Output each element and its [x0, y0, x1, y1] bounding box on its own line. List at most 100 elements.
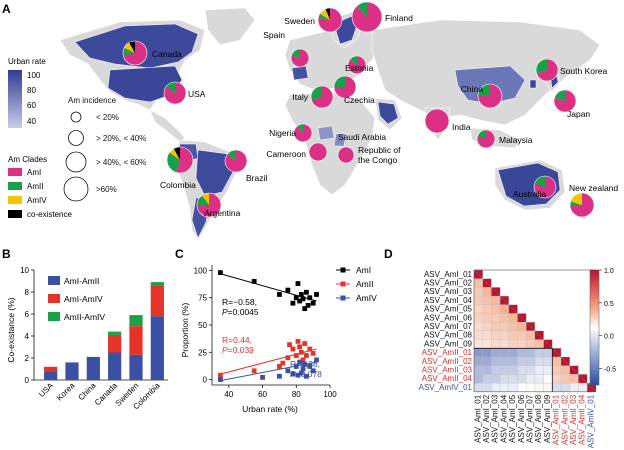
heatmap-row-label-4: ASV_AmI_05: [424, 305, 473, 314]
heatmap-cell-6-2: [491, 322, 501, 332]
panel-b-ylabel: Co-existance (%): [6, 297, 16, 362]
pie-slice-malaysia-amii: [477, 130, 486, 139]
heatmap-cell-12-4: [508, 374, 518, 384]
panel-c-point-amii-5: [287, 342, 292, 348]
pie-slice-sweden-amii: [318, 13, 330, 20]
heatmap-cell-12-2: [491, 374, 501, 384]
heatmap-cell-13-4: [508, 382, 518, 392]
heatmap-cell-6-0: [473, 322, 483, 332]
heatmap-cell-13-12: [578, 382, 588, 392]
pie-new-zealand: [569, 192, 595, 218]
pie-nigeria: [293, 123, 313, 143]
panel-c-point-amii-8: [295, 338, 301, 344]
pie-slice-brazil-amii: [227, 150, 236, 161]
pie-slice-india-ami: [425, 109, 449, 133]
heatmap-col-label-3: ASV_AmI_04: [499, 394, 508, 443]
heatmap-col-label-9: ASV_AmII_01: [552, 394, 561, 445]
colorbar-tick-label-0-5: -0.5: [604, 367, 616, 374]
heatmap-cell-12-8: [543, 374, 553, 384]
panel-c-ytick-label-25: 25: [198, 348, 207, 357]
heatmap-cell-13-0: [473, 382, 483, 392]
heatmap-cell-4-2: [491, 304, 501, 314]
country-label-czechia: Czechia: [344, 95, 375, 105]
heatmap-cell-11-3: [499, 365, 509, 375]
panel-b-xtick-label-usa: USA: [37, 381, 55, 399]
heatmap-cell-10-9: [552, 356, 562, 366]
pie-canada: [122, 40, 148, 66]
panel-d-heatmap: D ASV_AmI_01ASV_AmI_01ASV_AmI_02ASV_AmI_…: [384, 247, 616, 448]
country-label-republic-of-the-congo: Republic of the Congo: [358, 145, 401, 165]
clade-pies: [122, 1, 595, 218]
heatmap-cell-7-0: [473, 330, 483, 340]
panel-c-point-ami-12: [305, 302, 311, 308]
bar-canada-ami-amii: [108, 352, 122, 380]
panel-c-point-ami-3: [285, 287, 291, 293]
pie-slice-italy-amii: [311, 86, 322, 101]
heatmap-col-label-8: ASV_AmI_09: [543, 394, 552, 443]
heatmap-cell-11-9: [552, 365, 562, 375]
colorbar-ticks: 1.0 0.5 0.0 -0.5: [599, 268, 616, 374]
bar-sweden-ami-amii: [129, 354, 143, 380]
panel-c-stat-amii-r: R=0.44,: [222, 335, 252, 345]
pie-outline-india: [424, 108, 450, 134]
panel-b-legend: AmI-AmII AmI-AmIV AmII-AmIV: [48, 276, 105, 322]
heatmap-col-label-0: ASV_AmI_01: [473, 394, 482, 443]
pie-slice-canada-co-existence: [129, 41, 135, 53]
pie-outline-brazil: [224, 149, 248, 173]
pie-argentina: [196, 192, 222, 218]
pie-slice-australia-amii: [534, 176, 545, 187]
panel-c-legend-label-amii: AmII: [356, 279, 373, 289]
heatmap-cell-9-2: [491, 348, 501, 358]
heatmap-cell-13-11: [569, 382, 579, 392]
bar-colombia-ami-amii: [150, 316, 164, 380]
heatmap-cell-8-6: [526, 339, 536, 349]
panel-c-point-amii-0: [218, 372, 223, 378]
panel-c-stat-amiv-r: R=0.38,: [290, 359, 320, 369]
panel-c-point-amiv-2: [277, 373, 282, 379]
heatmap-diagonal: [473, 269, 596, 392]
pie-cameroon: [308, 142, 328, 162]
heatmap-row-label-7: ASV_AmI_08: [424, 331, 473, 340]
pie-spain: [290, 48, 310, 68]
heatmap-cell-13-3: [499, 382, 509, 392]
pie-japan: [553, 89, 577, 113]
pie-outline-australia: [533, 175, 557, 199]
incidence-legend-title: Am incidence: [68, 96, 117, 105]
panel-c-point-amii-7: [293, 353, 299, 358]
panel-c-point-amiv-12: [307, 364, 313, 369]
incidence-circle-3: [65, 151, 87, 173]
panel-c-point-ami-0: [218, 270, 223, 276]
panel-c-point-ami-5: [293, 295, 299, 301]
pie-slice-nigeria-amii: [297, 124, 303, 133]
pie-outline-colombia: [166, 146, 194, 174]
urban-rate-legend: Urban rate 100 80 60 40: [8, 57, 46, 128]
panel-c-point-amiv-14: [314, 357, 319, 363]
panel-c-stat-amiv-p: P=0.078: [290, 369, 322, 379]
bar-canada-amii-amiv: [108, 331, 122, 335]
pie-slice-sweden-co-existence: [325, 8, 330, 20]
panel-c-xtick-label-100: 100: [323, 390, 337, 399]
heatmap-cell-9-5: [517, 348, 527, 358]
heatmap-cell-2-1: [482, 287, 492, 297]
bar-china-ami-amii: [86, 356, 100, 380]
panel-c-ytick-label-100: 100: [194, 266, 208, 275]
heatmap-col-label-6: ASV_AmI_07: [525, 394, 534, 443]
panel-c-legend: AmI AmII AmIV: [336, 265, 377, 303]
pie-slice-new-zealand-amiv: [570, 193, 582, 205]
panel-c-point-ami-4: [290, 300, 296, 306]
panel-b-letter: B: [2, 247, 11, 261]
panel-c-point-amiv-7: [297, 359, 303, 365]
pie-australia: [533, 175, 557, 199]
country-label-italy: Italy: [292, 92, 308, 102]
panel-b-legend-swatch-ami-amii: [48, 276, 60, 285]
panel-c-point-ami-9: [300, 296, 306, 302]
heatmap-cell-6-4: [508, 322, 518, 332]
heatmap-row-label-6: ASV_AmI_07: [424, 322, 473, 331]
panel-c-point-amiv-13: [310, 368, 316, 374]
heatmap-cell-7-4: [508, 330, 518, 340]
panel-c-point-amii-10: [298, 349, 304, 355]
urban-legend-gradient: [8, 70, 22, 128]
panel-d-cells: [473, 269, 597, 393]
pie-slice-cameroon-ami: [309, 143, 327, 161]
